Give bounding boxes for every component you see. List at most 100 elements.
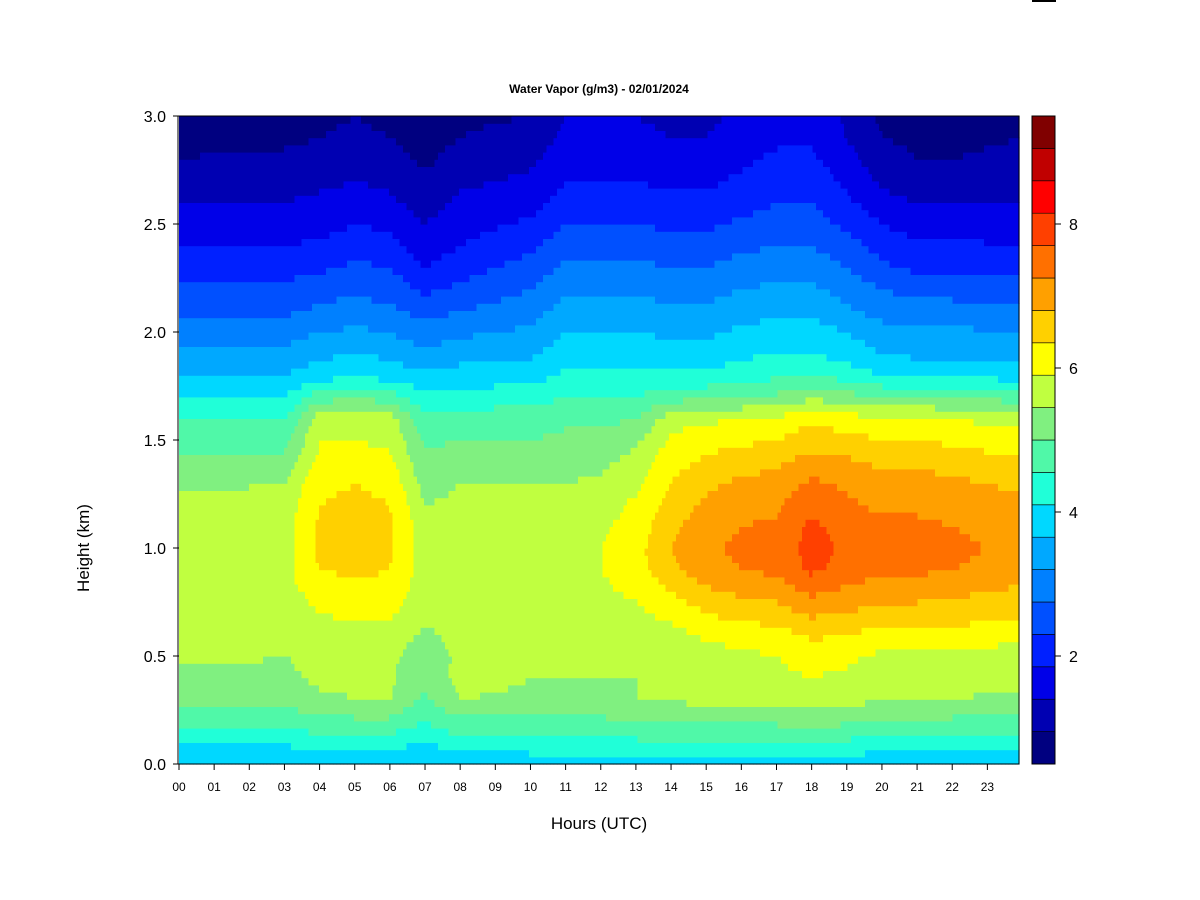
heatmap-cell <box>984 692 989 715</box>
heatmap-cell <box>343 296 348 326</box>
heatmap-cell <box>963 713 968 736</box>
heatmap-cell <box>830 483 835 542</box>
heatmap-cell <box>280 317 285 347</box>
heatmap-cell <box>931 116 936 160</box>
heatmap-cell <box>809 519 814 578</box>
heatmap-cell <box>753 440 758 477</box>
heatmap-cell <box>546 274 551 311</box>
heatmap-cell <box>179 663 184 707</box>
heatmap-cell <box>263 706 268 729</box>
heatmap-cell <box>907 699 912 722</box>
heatmap-cell <box>795 411 800 434</box>
colorbar-tick-label: 2 <box>1069 649 1078 666</box>
heatmap-cell <box>634 396 639 419</box>
heatmap-cell <box>371 497 376 578</box>
heatmap-cell <box>441 749 446 765</box>
heatmap-cell <box>445 116 450 146</box>
heatmap-cell <box>497 360 502 383</box>
heatmap-cell <box>875 404 880 419</box>
heatmap-cell <box>721 641 726 707</box>
heatmap-cell <box>347 296 352 326</box>
heatmap-cell <box>497 404 502 441</box>
heatmap-cell <box>249 346 254 376</box>
heatmap-cell <box>970 447 975 484</box>
heatmap-cell <box>711 188 716 232</box>
heatmap-cell <box>924 576 929 599</box>
heatmap-cell <box>798 634 803 671</box>
heatmap-cell <box>886 116 891 139</box>
heatmap-cell <box>837 728 842 743</box>
heatmap-cell <box>277 396 282 419</box>
heatmap-cell <box>711 612 716 643</box>
heatmap-cell <box>392 274 397 304</box>
heatmap-cell <box>830 324 835 362</box>
heatmap-cell <box>560 396 565 434</box>
heatmap-cell <box>518 324 523 362</box>
heatmap-cell <box>259 454 264 484</box>
heatmap-cell <box>963 533 968 563</box>
heatmap-cell <box>816 288 821 319</box>
heatmap-cell <box>718 591 723 621</box>
heatmap-cell <box>462 699 467 715</box>
heatmap-cell <box>630 296 635 333</box>
heatmap-cell <box>662 404 667 419</box>
heatmap-cell <box>788 411 793 434</box>
heatmap-cell <box>396 749 401 765</box>
heatmap-cell <box>266 728 271 743</box>
heatmap-cell <box>301 728 306 751</box>
heatmap-cell <box>361 116 366 124</box>
heatmap-cell <box>599 116 604 182</box>
heatmap-cell <box>256 317 261 347</box>
heatmap-cell <box>648 411 653 434</box>
heatmap-cell <box>571 332 576 369</box>
heatmap-cell <box>417 260 422 290</box>
heatmap-cell <box>186 375 191 398</box>
heatmap-cell <box>851 634 856 664</box>
heatmap-cell <box>245 706 250 729</box>
heatmap-cell <box>448 490 453 657</box>
heatmap-cell <box>914 468 919 513</box>
heatmap-cell <box>725 742 730 758</box>
heatmap-cell <box>655 742 660 758</box>
heatmap-cell <box>952 713 957 736</box>
heatmap-cell <box>193 116 198 160</box>
heatmap-cell <box>420 368 425 391</box>
heatmap-cell <box>833 634 838 671</box>
heatmap-cell <box>455 713 460 736</box>
heatmap-cell <box>518 483 523 686</box>
heatmap-cell <box>714 188 719 225</box>
heatmap-cell <box>392 137 397 196</box>
heatmap-cell <box>837 670 842 707</box>
heatmap-cell <box>735 756 740 765</box>
heatmap-cell <box>935 159 940 203</box>
heatmap-cell <box>700 641 705 707</box>
heatmap-cell <box>889 418 894 441</box>
heatmap-cell <box>1012 620 1017 643</box>
heatmap-cell <box>865 504 870 578</box>
heatmap-cell <box>676 562 681 599</box>
heatmap-cell <box>228 706 233 729</box>
heatmap-cell <box>900 296 905 326</box>
heatmap-cell <box>256 742 261 765</box>
heatmap-cell <box>637 756 642 765</box>
heatmap-cell <box>399 339 404 362</box>
heatmap-cell <box>749 648 754 707</box>
heatmap-cell <box>987 648 992 693</box>
heatmap-cell <box>788 144 793 203</box>
heatmap-cell <box>973 332 978 362</box>
heatmap-cell <box>221 281 226 319</box>
heatmap-cell <box>445 648 450 715</box>
heatmap-cell <box>364 720 369 736</box>
heatmap-cell <box>679 267 684 304</box>
heatmap-cell <box>441 389 446 412</box>
heatmap-cell <box>998 303 1003 333</box>
heatmap-cell <box>732 720 737 743</box>
heatmap-cell <box>753 116 758 160</box>
heatmap-cell <box>245 375 250 398</box>
heatmap-cell <box>217 346 222 376</box>
heatmap-cell <box>924 404 929 419</box>
heatmap-cell <box>287 706 292 729</box>
heatmap-cell <box>242 116 247 153</box>
heatmap-cell <box>462 281 467 311</box>
heatmap-cell <box>203 245 208 283</box>
